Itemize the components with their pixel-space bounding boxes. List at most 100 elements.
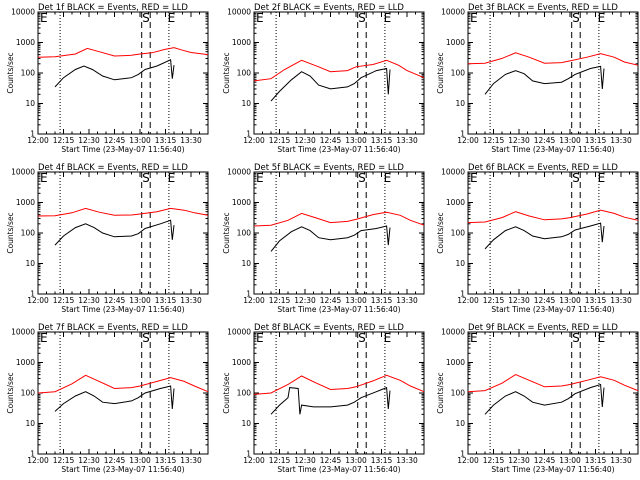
x-axis-label: Start Time (23-May-07 11:56:40) [491, 145, 614, 154]
panel-4: Det 4f BLACK = Events, RED = LLD 1 10 100 10… [6, 163, 209, 314]
marker-label-e: E [40, 331, 48, 345]
panel-title: Det 1f BLACK = Events, RED = LLD [38, 3, 188, 13]
y-tick-label: 1000 [16, 358, 35, 367]
y-tick-label: 100 [237, 69, 252, 78]
y-tick-label: 1000 [446, 38, 465, 47]
panel-9: Det 9f BLACK = Events, RED = LLD 1 10 100 10… [436, 323, 639, 474]
y-tick-label: 10 [455, 99, 465, 108]
x-tick-label: 12:45 [534, 136, 556, 145]
x-tick-label: 13:30 [180, 136, 202, 145]
y-tick-label: 100 [237, 229, 252, 238]
marker-label-e: E [256, 171, 264, 185]
y-tick-label: 10 [241, 99, 251, 108]
y-tick-label: 10 [25, 99, 35, 108]
y-axis-label: Counts/sec [436, 52, 445, 93]
marker-label-s: S [572, 11, 580, 25]
panel-8: Det 8f BLACK = Events, RED = LLD 1 10 100 10… [222, 323, 425, 474]
x-axis-label: Start Time (23-May-07 11:56:40) [61, 305, 184, 314]
y-tick-label: 1 [30, 130, 35, 139]
y-tick-label: 10 [25, 259, 35, 268]
marker-label-e: E [470, 11, 478, 25]
x-tick-label: 13:00 [129, 456, 151, 465]
x-tick-label: 13:00 [345, 136, 367, 145]
x-tick-label: 12:00 [457, 136, 479, 145]
x-tick-label: 12:30 [78, 296, 100, 305]
series-lld [467, 374, 639, 393]
x-tick-label: 12:30 [294, 456, 316, 465]
y-tick-label: 1000 [232, 358, 251, 367]
marker-label-s: S [572, 171, 580, 185]
y-tick-label: 100 [451, 229, 466, 238]
x-tick-label: 12:30 [508, 456, 530, 465]
panel-title: Det 4f BLACK = Events, RED = LLD [38, 163, 188, 173]
marker-label-e: E [40, 11, 48, 25]
y-tick-label: 100 [21, 229, 36, 238]
marker-label-e: E [256, 331, 264, 345]
plot-frame [467, 331, 639, 455]
y-tick-label: 1000 [16, 198, 35, 207]
y-tick-label: 10000 [441, 8, 465, 17]
panel-5: Det 5f BLACK = Events, RED = LLD 1 10 100 10… [222, 163, 425, 314]
series-lld [253, 374, 425, 395]
x-tick-label: 12:30 [78, 136, 100, 145]
panel-title: Det 7f BLACK = Events, RED = LLD [38, 323, 188, 333]
x-tick-label: 12:45 [320, 136, 342, 145]
y-tick-label: 10 [241, 259, 251, 268]
x-tick-label: 13:15 [371, 296, 393, 305]
x-tick-label: 13:15 [155, 296, 177, 305]
x-tick-label: 12:00 [27, 456, 49, 465]
y-tick-label: 1 [460, 130, 465, 139]
x-tick-label: 12:30 [78, 456, 100, 465]
plot-frame [253, 171, 425, 295]
plot-frame [37, 11, 209, 135]
x-tick-label: 13:15 [585, 296, 607, 305]
series-events [270, 67, 391, 102]
panel-title: Det 8f BLACK = Events, RED = LLD [254, 323, 404, 333]
x-tick-label: 13:00 [345, 296, 367, 305]
x-tick-label: 12:00 [457, 296, 479, 305]
x-tick-label: 12:45 [320, 456, 342, 465]
y-tick-label: 100 [21, 69, 36, 78]
series-lld [253, 211, 425, 227]
x-tick-label: 12:15 [483, 136, 505, 145]
y-axis-label: Counts/sec [436, 212, 445, 253]
y-axis-label: Counts/sec [222, 372, 231, 413]
y-tick-label: 1 [246, 290, 251, 299]
x-tick-label: 13:00 [129, 136, 151, 145]
y-tick-label: 10 [455, 419, 465, 428]
y-tick-label: 10 [455, 259, 465, 268]
marker-label-e: E [470, 331, 478, 345]
marker-label-s: S [572, 331, 580, 345]
marker-label-e: E [168, 171, 176, 185]
x-tick-label: 13:15 [371, 136, 393, 145]
y-tick-label: 1000 [16, 38, 35, 47]
x-tick-label: 13:30 [180, 296, 202, 305]
y-tick-label: 10000 [441, 168, 465, 177]
series-events [484, 383, 605, 415]
x-tick-label: 12:15 [269, 456, 291, 465]
x-tick-label: 12:30 [508, 296, 530, 305]
x-axis-label: Start Time (23-May-07 11:56:40) [491, 305, 614, 314]
x-tick-label: 12:45 [104, 296, 126, 305]
series-events [484, 222, 605, 250]
x-tick-label: 12:15 [269, 136, 291, 145]
y-tick-label: 1000 [446, 198, 465, 207]
x-axis-label: Start Time (23-May-07 11:56:40) [61, 465, 184, 474]
series-events [484, 65, 605, 95]
x-tick-label: 12:00 [243, 136, 265, 145]
plot-frame [467, 11, 639, 135]
series-lld [37, 207, 209, 217]
y-tick-label: 100 [451, 389, 466, 398]
x-tick-label: 12:30 [294, 296, 316, 305]
x-tick-label: 13:15 [155, 136, 177, 145]
y-tick-label: 1 [30, 450, 35, 459]
y-tick-label: 1000 [232, 38, 251, 47]
marker-label-e: E [168, 331, 176, 345]
series-events [270, 225, 391, 252]
y-tick-label: 1 [460, 450, 465, 459]
x-tick-label: 13:15 [585, 456, 607, 465]
x-axis-label: Start Time (23-May-07 11:56:40) [61, 145, 184, 154]
marker-label-s: S [358, 171, 366, 185]
x-tick-label: 13:00 [129, 296, 151, 305]
